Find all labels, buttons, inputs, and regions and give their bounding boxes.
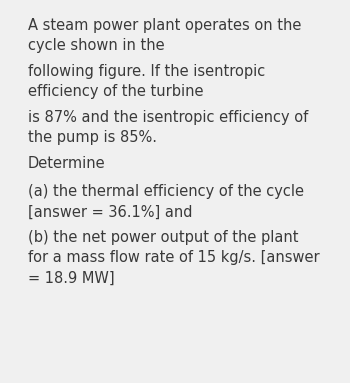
- Text: Determine: Determine: [28, 156, 106, 171]
- Text: (b) the net power output of the plant
for a mass flow rate of 15 kg/s. [answer
=: (b) the net power output of the plant fo…: [28, 230, 320, 286]
- Text: (a) the thermal efficiency of the cycle
[answer = 36.1%] and: (a) the thermal efficiency of the cycle …: [28, 184, 304, 219]
- Text: A steam power plant operates on the
cycle shown in the: A steam power plant operates on the cycl…: [28, 18, 301, 53]
- Text: following figure. If the isentropic
efficiency of the turbine: following figure. If the isentropic effi…: [28, 64, 265, 100]
- Text: is 87% and the isentropic efficiency of
the pump is 85%.: is 87% and the isentropic efficiency of …: [28, 110, 308, 146]
